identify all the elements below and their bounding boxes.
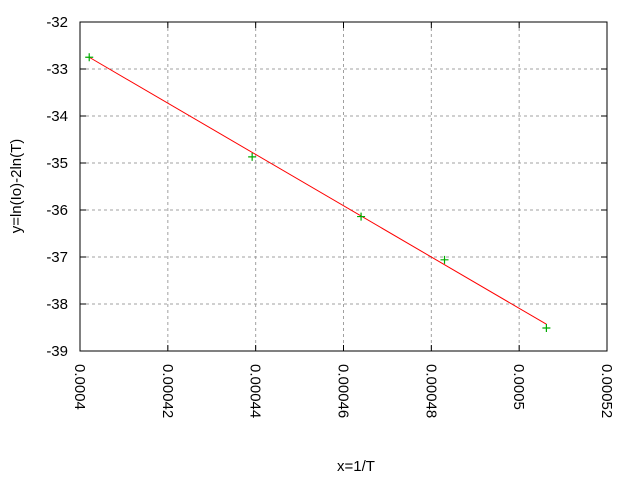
ticks: 0.0004 0.00042 0.00044 0.00046 0.00048 0.0005…: [46, 14, 615, 418]
grid: [80, 22, 607, 351]
y-tick-label: -35: [46, 155, 68, 172]
x-tick-label: 0.0004: [71, 364, 88, 410]
y-tick-label: -38: [46, 296, 68, 313]
x-tick-label: 0.00042: [159, 364, 176, 418]
y-tick-label: -34: [46, 108, 68, 125]
data-point: [357, 212, 366, 221]
data-point: [542, 323, 551, 332]
y-tick-label: -39: [46, 343, 68, 360]
y-tick-label: -32: [46, 14, 68, 31]
data-point: [248, 152, 257, 161]
x-tick-label: 0.00048: [422, 364, 439, 418]
plot-frame: [79, 21, 608, 352]
fit-line-group: [88, 56, 547, 325]
y-axis-label: y=ln(Io)-2ln(T): [8, 139, 25, 234]
data-points: [85, 53, 551, 332]
x-tick-label: 0.00046: [335, 364, 352, 418]
x-tick-label: 0.0005: [510, 364, 527, 410]
y-tick-label: -37: [46, 249, 68, 266]
data-point: [85, 53, 94, 62]
fit-line: [88, 56, 547, 325]
x-tick-label: 0.00052: [598, 364, 615, 418]
data-point: [440, 255, 449, 264]
x-tick-label: 0.00044: [247, 364, 264, 418]
x-axis-label: x=1/T: [337, 458, 375, 475]
y-tick-label: -33: [46, 61, 68, 78]
y-tick-label: -36: [46, 202, 68, 219]
